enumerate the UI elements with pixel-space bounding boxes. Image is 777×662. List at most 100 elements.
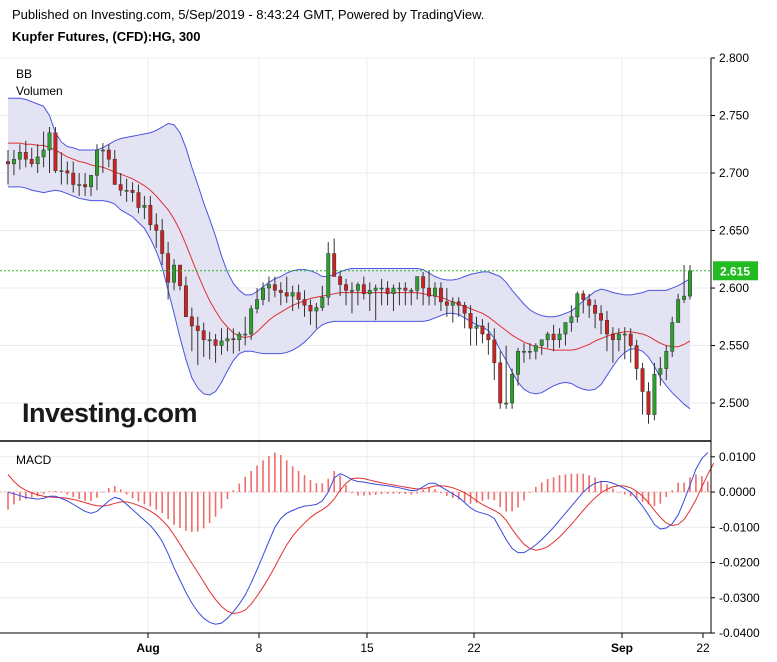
candle[interactable] [355,282,360,306]
candle[interactable] [320,285,325,312]
price-candles[interactable] [6,127,692,424]
candle[interactable] [266,276,271,302]
candle[interactable] [551,324,556,352]
candle[interactable] [634,339,639,381]
candle[interactable] [59,152,64,185]
candle[interactable] [409,288,414,306]
candle[interactable] [296,284,301,309]
candle[interactable] [160,219,165,266]
candle[interactable] [47,127,52,174]
candle[interactable] [237,331,242,352]
candle[interactable] [243,316,248,346]
candle[interactable] [516,347,520,386]
candle[interactable] [23,140,28,168]
candle[interactable] [593,299,598,329]
candle[interactable] [350,282,354,314]
candle[interactable] [474,316,479,346]
candle[interactable] [106,144,111,168]
candle[interactable] [326,242,331,306]
candle[interactable] [682,265,687,303]
candle[interactable] [314,302,319,329]
candle[interactable] [89,175,93,197]
candle[interactable] [563,322,568,346]
candle[interactable] [41,131,46,168]
candle[interactable] [498,351,503,409]
candle[interactable] [290,285,295,312]
candle[interactable] [367,282,372,312]
candle[interactable] [71,161,76,193]
candle[interactable] [338,270,343,297]
candle[interactable] [261,282,265,306]
candle[interactable] [510,368,515,409]
candle[interactable] [124,178,129,202]
candle[interactable] [527,343,532,360]
candle[interactable] [189,307,194,352]
candle[interactable] [688,265,692,300]
candle[interactable] [130,182,135,202]
candle[interactable] [646,382,651,424]
candle[interactable] [397,282,402,306]
candle[interactable] [154,213,159,248]
candle[interactable] [65,161,70,185]
candle[interactable] [302,290,307,317]
candle[interactable] [640,362,645,415]
candle[interactable] [456,297,461,317]
candle[interactable] [438,282,443,312]
candle[interactable] [670,316,675,358]
candle[interactable] [427,270,432,306]
candle[interactable] [249,305,254,340]
candle[interactable] [95,144,99,191]
candle[interactable] [486,322,491,355]
candle[interactable] [172,259,177,291]
candle[interactable] [450,297,455,323]
candle[interactable] [557,328,562,348]
candle[interactable] [17,144,22,170]
candle[interactable] [521,343,526,363]
candle[interactable] [575,291,580,323]
candle[interactable] [652,362,657,421]
candle[interactable] [664,345,669,381]
candle[interactable] [231,328,236,354]
candle[interactable] [118,173,123,197]
candle[interactable] [361,276,366,300]
candle[interactable] [385,281,390,306]
candle[interactable] [136,184,141,214]
candle[interactable] [539,339,544,355]
candle[interactable] [504,345,509,409]
candle[interactable] [421,271,426,306]
candle[interactable] [219,328,224,355]
candle[interactable] [195,316,200,366]
candle[interactable] [278,282,283,306]
candle[interactable] [403,282,408,306]
candle[interactable] [628,328,633,363]
candle[interactable] [379,278,384,306]
candle[interactable] [284,276,289,303]
candle[interactable] [344,278,348,306]
candle[interactable] [201,322,206,358]
candle[interactable] [373,284,378,321]
candle[interactable] [622,327,627,360]
candle[interactable] [100,143,105,174]
candle[interactable] [391,284,396,312]
candle[interactable] [207,331,212,360]
candle[interactable] [415,276,420,300]
candle[interactable] [308,299,313,325]
candle[interactable] [676,293,681,323]
candle[interactable] [77,173,82,197]
candle[interactable] [587,293,592,318]
candle[interactable] [53,127,58,174]
candle[interactable] [272,276,277,298]
candle[interactable] [605,311,609,352]
candle[interactable] [444,288,449,317]
candle[interactable] [11,150,16,176]
candle[interactable] [610,327,615,363]
candle[interactable] [545,331,550,348]
candle[interactable] [533,343,538,360]
candle[interactable] [569,305,574,332]
candle[interactable] [599,305,603,335]
candle[interactable] [178,264,182,291]
candle[interactable] [492,328,497,381]
candle[interactable] [433,282,437,306]
candle[interactable] [332,238,337,277]
candle[interactable] [148,196,153,231]
